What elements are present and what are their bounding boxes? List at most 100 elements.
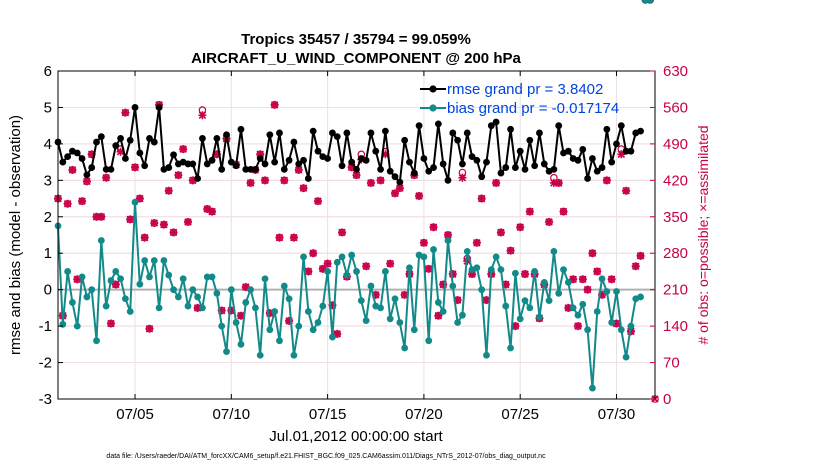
rmse-point [420, 155, 428, 162]
bias-point [136, 280, 144, 288]
rmse-series [54, 0, 654, 186]
bias-point [150, 257, 158, 264]
bias-point [276, 337, 283, 345]
rmse-point [285, 156, 293, 164]
rmse-point [468, 153, 476, 161]
bias-point [545, 297, 553, 304]
obs-assimilated-marker [554, 178, 563, 187]
rmse-point [391, 173, 399, 181]
obs-assimilated-marker [164, 186, 173, 195]
rmse-point [362, 156, 370, 164]
bias-point [271, 308, 279, 315]
bias-point [516, 315, 524, 323]
obs-assimilated-marker [145, 324, 154, 333]
rmse-point [97, 133, 105, 141]
bias-point [300, 253, 307, 261]
obs-assimilated-marker [593, 267, 602, 276]
bias-point [478, 286, 486, 294]
obs-assimilated-marker [217, 306, 226, 315]
obs-assimilated-marker [126, 215, 135, 224]
obs-assimilated-marker [583, 285, 592, 294]
rmse-point [213, 135, 221, 142]
rmse-point [487, 122, 495, 130]
rmse-point [608, 158, 616, 166]
bias-point [555, 289, 563, 297]
obs-assimilated-marker [424, 264, 433, 273]
obs-assimilated-marker [246, 178, 255, 187]
obs-assimilated-marker [174, 171, 183, 180]
obs-assimilated-marker [395, 184, 404, 193]
plot-frame [57, 70, 656, 400]
bias-point [247, 286, 254, 294]
y-tick-label: 6 [44, 63, 52, 80]
obs-assimilated-marker [386, 259, 395, 268]
obs-count-markers [54, 0, 659, 403]
bias-point [362, 317, 370, 325]
rmse-point [381, 127, 389, 135]
rmse-point [232, 162, 240, 170]
rmse-point [112, 142, 120, 150]
rmse-line [57, 106, 641, 184]
y-tick-label: 1 [44, 245, 52, 262]
x-tick-label: 07/25 [501, 406, 539, 423]
obs-assimilated-marker [236, 311, 245, 320]
obs-assimilated-marker [78, 197, 87, 206]
obs-assimilated-marker [309, 249, 318, 258]
rmse-point [203, 160, 211, 168]
obs-assimilated-marker [631, 262, 640, 271]
bias-point [536, 313, 543, 321]
bias-point [97, 237, 105, 244]
obs-assimilated-marker [569, 275, 578, 284]
rmse-point [237, 125, 245, 133]
bias-point [232, 319, 240, 326]
rmse-point [73, 149, 81, 157]
bias-point [93, 337, 100, 345]
obs-assimilated-marker [602, 176, 611, 185]
bias-point [381, 268, 389, 275]
rmse-point [271, 158, 279, 166]
bias-point [251, 304, 259, 312]
y2-tick-label: 630 [663, 63, 688, 80]
rmse-point [516, 147, 524, 155]
obs-assimilated-marker [97, 212, 106, 221]
bias-point [617, 326, 625, 334]
rmse-point [83, 171, 91, 179]
obs-assimilated-marker [458, 173, 467, 182]
bias-point [179, 275, 187, 283]
obs-assimilated-marker [333, 329, 342, 338]
legend-rmse-marker [429, 85, 437, 93]
y2-tick-label: 420 [663, 172, 688, 189]
bias-point [256, 351, 264, 359]
bias-point [348, 251, 356, 259]
bias-point [261, 275, 269, 283]
obs-assimilated-marker [607, 275, 616, 284]
obs-assimilated-marker [429, 223, 438, 232]
obs-assimilated-marker [506, 246, 515, 255]
obs-assimilated-marker [63, 199, 72, 208]
bias-point [608, 319, 616, 326]
rmse-point [93, 138, 100, 146]
x-axis-ticks: 07/05 07/10 07/15 07/20 07/25 07/30 [116, 71, 635, 423]
obs-assimilated-marker [578, 275, 587, 284]
bias-point [622, 353, 630, 361]
rmse-point [492, 118, 500, 126]
obs-assimilated-marker [328, 301, 337, 310]
bias-point [473, 264, 481, 272]
y2-tick-label: 70 [663, 355, 680, 372]
rmse-point [107, 166, 115, 173]
rmse-point [550, 166, 558, 173]
bias-point [223, 348, 230, 356]
rmse-point [146, 135, 153, 142]
bias-point [285, 295, 293, 303]
obs-assimilated-marker [366, 178, 375, 187]
rmse-point [497, 169, 505, 177]
y2-tick-label: 210 [663, 282, 688, 299]
obs-assimilated-marker [559, 207, 568, 216]
y-tick-label: 5 [44, 99, 52, 116]
obs-assimilated-marker [183, 217, 192, 226]
obs-assimilated-marker [323, 259, 332, 268]
y2-tick-label: 560 [663, 99, 688, 116]
bias-point [64, 268, 72, 275]
rmse-point [247, 166, 254, 173]
